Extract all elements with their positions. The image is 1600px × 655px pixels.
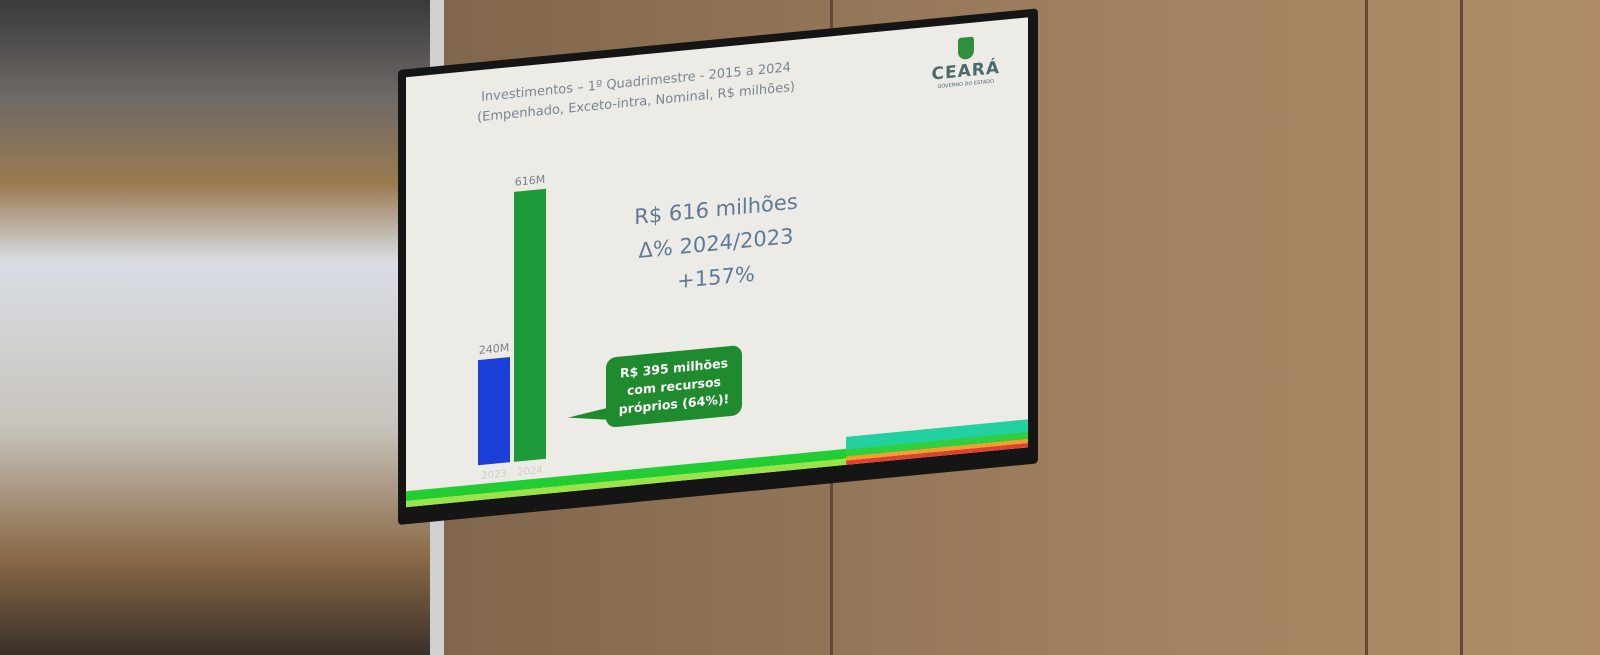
background-mural-photo <box>0 0 440 655</box>
category-label: 2024 <box>517 465 542 478</box>
highlight-text: R$ 616 milhões Δ% 2024/2023 +157% <box>616 183 816 304</box>
data-label: 240M <box>479 341 509 357</box>
wall-panel-seam <box>1460 0 1463 655</box>
bar-2024 <box>514 188 546 462</box>
bar-2023 <box>478 357 510 466</box>
wall-panel-seam <box>1365 0 1368 655</box>
callout-bubble: R$ 395 milhões com recursos próprios (64… <box>606 344 742 428</box>
bar-chart: 240M 2023 616M 2024 <box>478 173 546 482</box>
slide-screen: Investimentos – 1º Quadrimestre - 2015 a… <box>406 17 1028 508</box>
category-label: 2023 <box>481 469 506 482</box>
tv-monitor: Investimentos – 1º Quadrimestre - 2015 a… <box>398 8 1038 526</box>
data-label: 616M <box>515 173 545 189</box>
